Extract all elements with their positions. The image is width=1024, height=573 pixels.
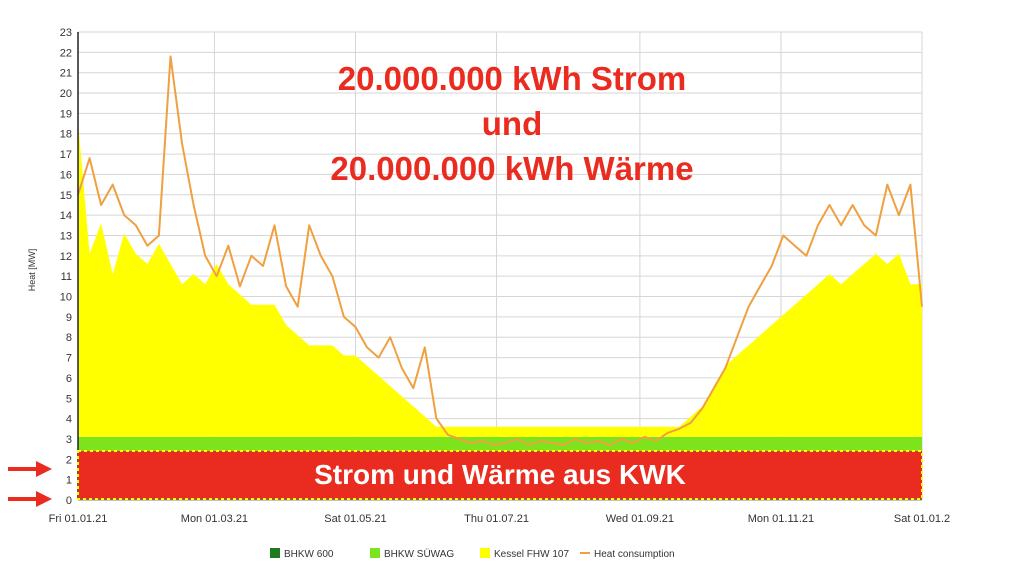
y-tick-label: 13 <box>60 230 72 242</box>
y-tick-label: 2 <box>66 454 72 466</box>
y-tick-label: 7 <box>66 353 72 365</box>
x-tick-label: Wed 01.09.21 <box>606 513 674 525</box>
legend-swatch-bhkw-600 <box>270 548 280 558</box>
y-tick-label: 12 <box>60 251 72 263</box>
y-tick-label: 1 <box>66 475 72 487</box>
y-tick-label: 6 <box>66 373 72 385</box>
y-tick-label: 23 <box>60 27 72 39</box>
legend-swatch-kessel-fhw-107 <box>480 548 490 558</box>
overlay-title-line1: 20.000.000 kWh Strom <box>338 60 687 97</box>
x-tick-label: Fri 01.01.21 <box>49 513 108 525</box>
y-tick-label: 19 <box>60 108 72 120</box>
x-tick-label: Sat 01.05.21 <box>324 513 386 525</box>
y-tick-label: 8 <box>66 332 72 344</box>
y-tick-label: 10 <box>60 292 72 304</box>
y-tick-label: 3 <box>66 434 72 446</box>
x-tick-label: Sat 01.01.2 <box>894 513 950 525</box>
overlay-title-line3: 20.000.000 kWh Wärme <box>330 150 693 187</box>
legend-label-bhkw-s-wag: BHKW SÜWAG <box>384 548 454 560</box>
series-line-heat-consumption <box>77 55 923 447</box>
y-tick-label: 11 <box>61 271 72 283</box>
y-tick-label: 14 <box>60 210 72 222</box>
y-tick-label: 18 <box>60 129 72 141</box>
legend: BHKW 600 BHKW SÜWAG Kessel FHW 107 Heat con… <box>270 548 675 560</box>
y-tick-label: 20 <box>60 88 72 100</box>
kwk-banner-label: Strom und Wärme aus KWK <box>314 459 686 490</box>
x-tick-label: Mon 01.11.21 <box>748 513 814 525</box>
legend-label-heat-consumption: Heat consumption <box>594 549 675 560</box>
legend-label-kessel-fhw-107: Kessel FHW 107 <box>494 549 569 560</box>
y-tick-label: 21 <box>60 68 72 80</box>
x-tick-labels: Fri 01.01.21 Mon 01.03.21 Sat 01.05.21 Thu … <box>49 513 950 525</box>
legend-swatch-bhkw-s-wag <box>370 548 380 558</box>
kwk-banner <box>77 450 923 500</box>
y-tick-label: 5 <box>66 393 72 405</box>
series-area-kessel-fhw-107 <box>78 121 922 437</box>
arrow-icon-upper <box>8 461 52 477</box>
x-tick-label: Thu 01.07.21 <box>464 513 529 525</box>
y-tick-label: 4 <box>66 414 72 426</box>
y-tick-label: 17 <box>60 149 72 161</box>
y-tick-label: 9 <box>66 312 72 324</box>
y-tick-label: 15 <box>60 190 72 202</box>
legend-label-bhkw-600: BHKW 600 <box>284 549 334 560</box>
y-tick-label: 16 <box>60 169 72 181</box>
overlay-title-line2: und <box>482 105 542 142</box>
y-axis-title: Heat [MW] <box>27 249 37 292</box>
y-tick-label: 22 <box>60 47 72 59</box>
arrow-icon-lower <box>8 491 52 507</box>
x-tick-label: Mon 01.03.21 <box>181 513 248 525</box>
y-tick-label: 0 <box>66 495 72 507</box>
